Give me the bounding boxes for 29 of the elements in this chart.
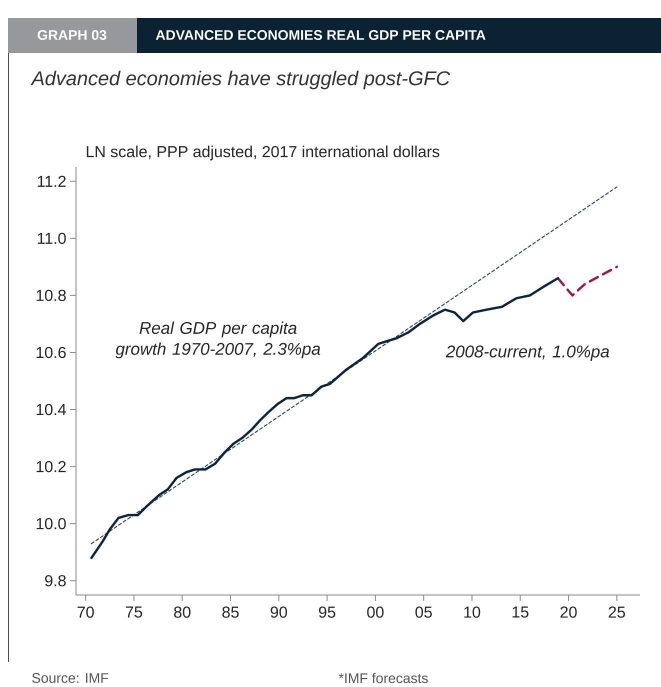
x-tick-label: 90 [270, 606, 288, 618]
y-tick-label: 11.0 [38, 232, 66, 244]
chart-subtitle: Advanced economies have struggled post-GFC [30, 70, 450, 90]
x-tick-label: 85 [222, 606, 239, 618]
annotation: Real GDP per capita growth 1970-2007, 2.3%pa [116, 322, 320, 358]
chart-title: ADVANCED ECONOMIES REAL GDP PER CAPITA [156, 30, 486, 40]
line-series [556, 266, 618, 297]
x-tick-label: 70 [78, 606, 94, 618]
source-note: Source: IMF [32, 673, 108, 683]
y-tick-label: 10.8 [36, 290, 66, 302]
y-tick-label: 9.8 [45, 575, 66, 586]
x-tick-label: 75 [126, 606, 142, 618]
y-tick-label: 10.0 [36, 518, 66, 530]
x-tick-label: 25 [608, 606, 626, 618]
y-tick-label: 10.4 [36, 404, 66, 416]
y-tick-label: 10.6 [36, 346, 66, 358]
y-tick-label: 10.2 [36, 460, 66, 472]
x-tick-label: 20 [560, 606, 577, 618]
x-tick-label: 00 [367, 606, 384, 618]
y-tick-label: 11.2 [38, 176, 66, 187]
annotation: 2008-current, 1.0%pa [446, 346, 610, 361]
x-tick-label: 05 [415, 606, 432, 618]
x-tick-label: 10 [464, 606, 480, 618]
x-tick-label: 95 [318, 606, 336, 618]
x-tick-label: 15 [512, 606, 528, 618]
caption: GRAPH 03 [38, 30, 106, 40]
y-axis-title: LN scale, PPP adjusted, 2017 international dollars [86, 146, 440, 160]
text: *IMF forecasts [338, 672, 428, 684]
x-tick-label: 80 [174, 606, 190, 618]
